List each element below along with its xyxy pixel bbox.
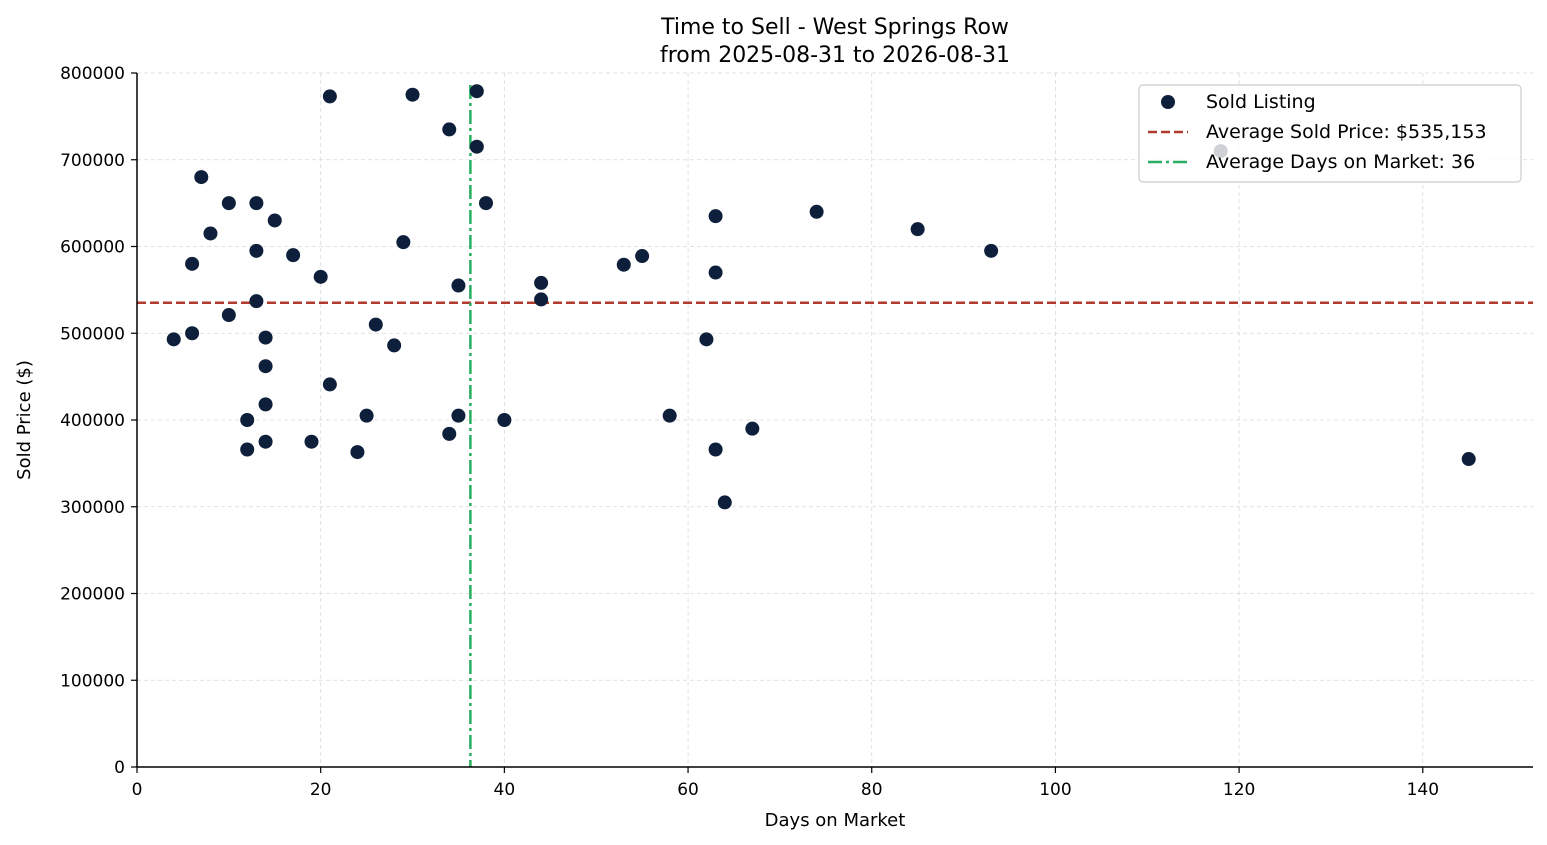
data-point	[616, 257, 631, 272]
data-point	[442, 122, 457, 137]
data-point	[267, 213, 282, 228]
data-point	[699, 332, 714, 347]
legend-label-sold-listing: Sold Listing	[1206, 91, 1316, 113]
data-point	[185, 256, 200, 271]
reference-lines	[137, 85, 1533, 767]
data-point	[708, 209, 723, 224]
y-tick-label: 400000	[60, 411, 125, 431]
y-tick-label: 500000	[60, 324, 125, 344]
data-point	[203, 226, 218, 241]
data-point	[708, 442, 723, 457]
data-point	[249, 196, 264, 211]
data-point	[635, 249, 650, 264]
x-axis-label: Days on Market	[765, 810, 906, 831]
x-tick-label: 20	[310, 780, 332, 800]
legend-label-avg-price: Average Sold Price: $535,153	[1206, 121, 1487, 143]
data-point	[708, 265, 723, 280]
legend-box	[1138, 84, 1522, 183]
y-tick-label: 200000	[60, 585, 125, 605]
data-point	[662, 408, 677, 423]
data-point	[534, 275, 549, 290]
data-point	[387, 338, 402, 353]
data-point	[258, 397, 273, 412]
data-point	[221, 308, 236, 323]
y-tick-label: 700000	[60, 151, 125, 171]
data-points	[166, 84, 1476, 510]
data-point	[469, 139, 484, 154]
data-point	[359, 408, 374, 423]
data-point	[497, 413, 512, 427]
data-point	[240, 413, 255, 427]
data-point	[322, 377, 337, 392]
data-point	[194, 170, 209, 185]
data-point	[350, 445, 365, 460]
data-point	[717, 495, 732, 510]
data-point	[258, 434, 273, 449]
y-axis-label: Sold Price ($)	[14, 360, 35, 480]
data-point	[322, 89, 337, 104]
data-point	[258, 359, 273, 374]
data-point	[249, 243, 264, 258]
data-point	[368, 317, 383, 332]
data-point	[479, 196, 493, 211]
data-point	[286, 248, 301, 263]
chart-subtitle: from 2025-08-31 to 2026-08-31	[660, 43, 1010, 68]
y-tick-label: 600000	[60, 238, 125, 258]
legend-marker-sold-listing	[1161, 95, 1175, 109]
y-tick-label: 0	[114, 758, 125, 778]
data-point	[809, 204, 824, 219]
data-point	[166, 332, 181, 347]
y-tick-label: 300000	[60, 498, 125, 518]
data-point	[534, 292, 549, 307]
data-point	[258, 330, 273, 345]
data-point	[185, 326, 200, 341]
data-point	[451, 408, 466, 423]
y-tick-label: 800000	[60, 64, 125, 84]
data-point	[240, 442, 255, 457]
x-tick-label: 140	[1407, 780, 1439, 800]
data-point	[451, 278, 466, 293]
data-point	[910, 222, 925, 237]
x-tick-label: 0	[132, 780, 143, 800]
data-point	[313, 269, 328, 284]
x-tick-label: 80	[861, 780, 883, 800]
data-point	[249, 294, 264, 309]
x-tick-label: 120	[1223, 780, 1255, 800]
data-point	[984, 243, 999, 258]
x-tick-label: 100	[1039, 780, 1071, 800]
data-point	[1461, 452, 1476, 467]
legend: Sold Listing Average Sold Price: $535,15…	[1138, 84, 1522, 183]
chart-title: Time to Sell - West Springs Row	[660, 15, 1009, 40]
data-point	[745, 421, 760, 436]
data-point	[442, 426, 457, 441]
x-axis-ticks: 0 20 40 60 80 100 120 140	[132, 767, 1439, 800]
data-point	[221, 196, 236, 211]
data-point	[469, 84, 484, 99]
data-point	[396, 235, 411, 250]
legend-label-avg-days: Average Days on Market: 36	[1206, 151, 1475, 173]
x-tick-label: 40	[494, 780, 516, 800]
data-point	[304, 434, 319, 449]
x-tick-label: 60	[677, 780, 699, 800]
y-axis-ticks: 0 100000 200000 300000 400000 500000 600000 700…	[60, 64, 137, 778]
y-tick-label: 100000	[60, 671, 125, 691]
data-point	[405, 87, 420, 102]
